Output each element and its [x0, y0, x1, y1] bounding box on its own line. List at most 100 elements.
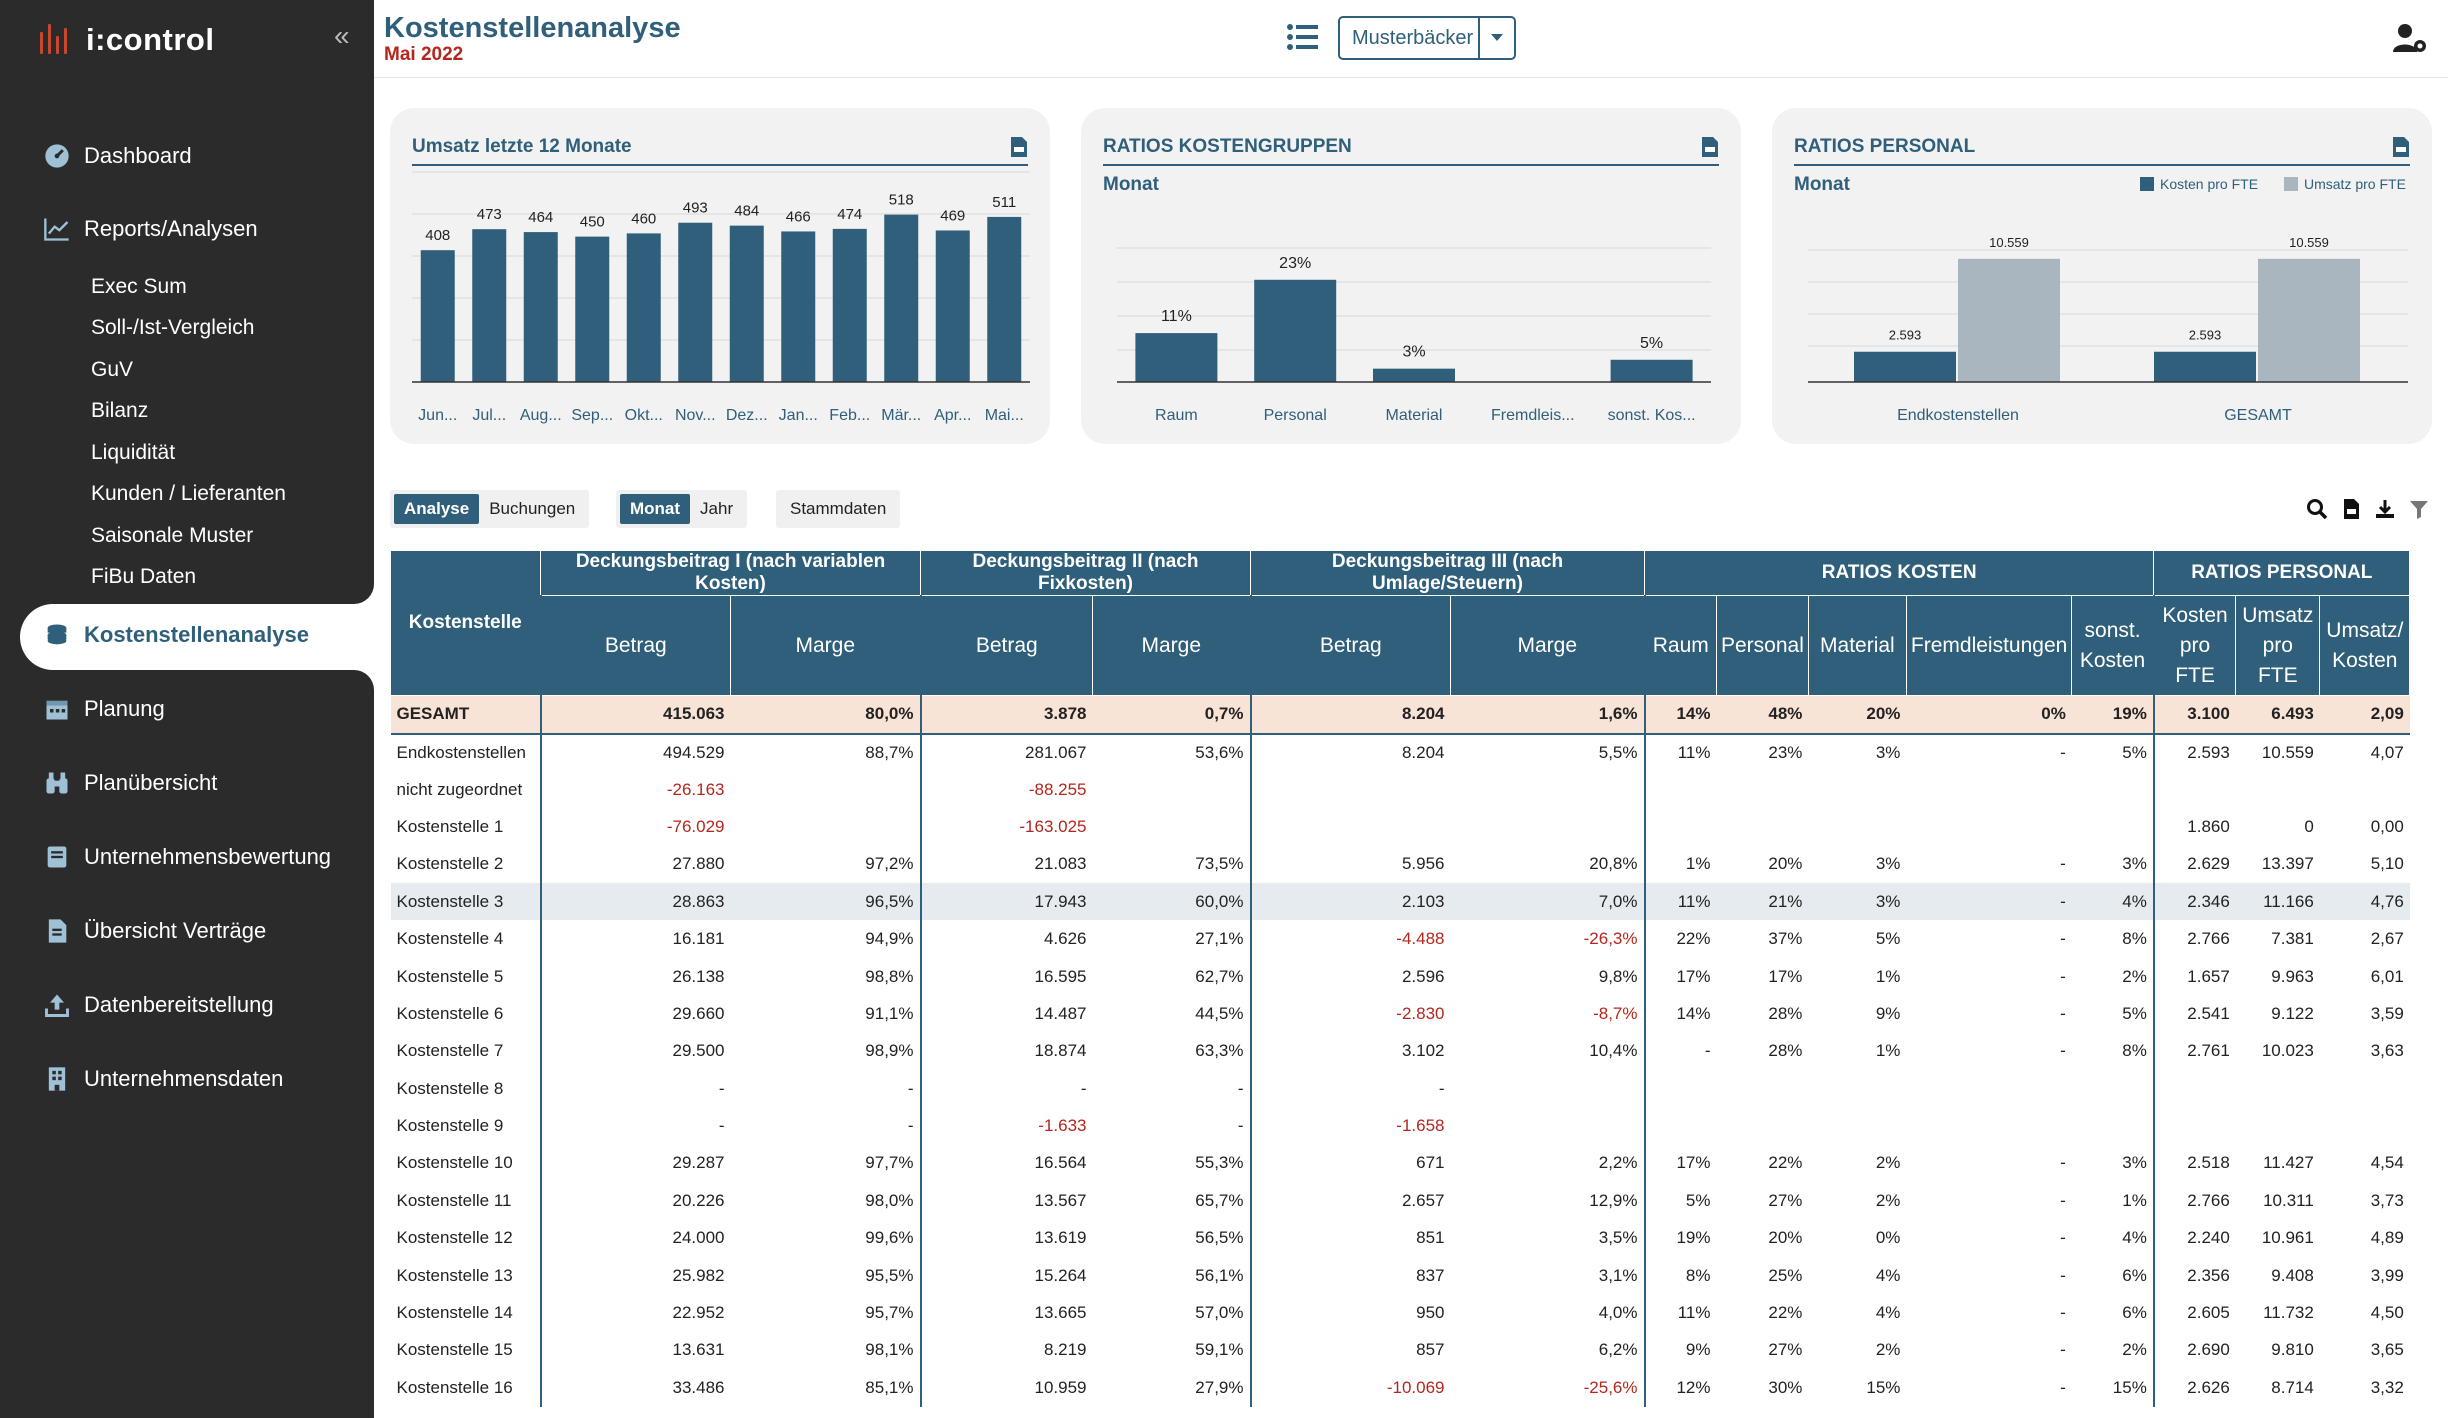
col-header[interactable]: Raum	[1643, 595, 1717, 696]
table-cell: 95,5%	[865, 1265, 914, 1285]
pdf-export-icon[interactable]	[2340, 498, 2362, 520]
nav-datenbereitstellung[interactable]: Datenbereitstellung	[0, 977, 374, 1033]
table-row[interactable]: Kostenstelle 2 27.880 97,2% 21.083 73,5% 5.95…	[391, 845, 2410, 884]
nav-sub-kunden[interactable]: Kunden / Lieferanten	[91, 482, 286, 505]
nav-sub-soll-ist[interactable]: Soll-/Ist-Vergleich	[91, 316, 255, 339]
table-row[interactable]: Kostenstelle 6 29.660 91,1% 14.487 44,5% -2.8…	[391, 995, 2410, 1033]
nav-planuebersicht[interactable]: Planübersicht	[0, 755, 374, 811]
table-cell: 8.219	[919, 1331, 1093, 1370]
table-row[interactable]: Kostenstelle 14 22.952 95,7% 13.665 57,0% 950…	[391, 1294, 2410, 1332]
table-row[interactable]: Kostenstelle 5 26.138 98,8% 16.595 62,7% 2.59…	[391, 957, 2410, 996]
col-header[interactable]: Fremdleistungen	[1905, 595, 2073, 696]
nav-sub-liquiditaet[interactable]: Liquidität	[91, 441, 176, 464]
col-header[interactable]: Betrag	[1249, 595, 1451, 696]
table-cell: 63,3%	[1195, 1041, 1244, 1061]
table-row[interactable]: Kostenstelle 1 -76.029 -163.025 1.860 0 0,00	[391, 808, 2410, 846]
col-header[interactable]: Marge	[1092, 595, 1251, 696]
table-row[interactable]: Kostenstelle 8-----	[391, 1070, 2410, 1108]
row-label: Kostenstelle 16	[396, 1377, 513, 1397]
table-cell	[1717, 1107, 1809, 1144]
tab-jahr[interactable]: Jahr	[700, 499, 734, 518]
nav-vertraege[interactable]: Übersicht Verträge	[0, 903, 374, 959]
table-cell: 28.863	[539, 883, 731, 921]
table-row[interactable]: nicht zugeordnet -26.163 -88.255	[391, 770, 2410, 809]
download-icon[interactable]	[2374, 498, 2396, 520]
table-cell: 2.356	[2152, 1256, 2236, 1295]
company-select-value: Musterbäcker	[1352, 26, 1474, 49]
table-row[interactable]: Kostenstelle 11 20.226 98,0% 13.567 65,7% 2.6…	[391, 1182, 2410, 1220]
tab-buchungen[interactable]: Buchungen	[489, 499, 576, 518]
table-cell: 11%	[1643, 883, 1717, 921]
bar	[781, 231, 816, 382]
pdf-export-icon[interactable]	[1010, 136, 1028, 158]
chevron-down-icon[interactable]	[1478, 18, 1514, 58]
active-decoration	[354, 560, 374, 604]
nav-sub-guv[interactable]: GuV	[91, 358, 134, 381]
table-cell: 27%	[1768, 1340, 1803, 1360]
collapse-sidebar-icon[interactable]: «	[334, 20, 350, 51]
nav-planung[interactable]: Planung	[0, 681, 374, 737]
tick-label: sonst. Kos...	[1608, 407, 1696, 424]
company-select[interactable]: Musterbäcker	[1338, 16, 1516, 60]
data-label: 469	[940, 207, 965, 224]
pdf-export-icon[interactable]	[1701, 136, 1719, 158]
group-db1: Deckungsbeitrag I (nach variablen Kosten…	[540, 550, 921, 596]
table-row[interactable]: Kostenstelle 3 28.863 96,5% 17.943 60,0% 2.10…	[390, 883, 2410, 921]
tick-label: Jan...	[779, 407, 818, 424]
nav-kostenstellenanalyse[interactable]: Kostenstellenanalyse	[0, 607, 374, 663]
table-cell	[1451, 1070, 1645, 1107]
col-header[interactable]: Betrag	[919, 595, 1093, 696]
nav-sub-bilanz[interactable]: Bilanz	[91, 399, 149, 422]
nav-sub-saisonale[interactable]: Saisonale Muster	[91, 524, 254, 547]
pdf-export-icon[interactable]	[2392, 136, 2410, 158]
nav-unternehmensbewertung[interactable]: Unternehmensbewertung	[0, 829, 374, 885]
col-header[interactable]: sonst. Kosten	[2071, 595, 2155, 696]
col-header[interactable]: Marge	[1450, 595, 1645, 696]
card-subtitle: Monat	[1103, 174, 1159, 195]
col-header[interactable]: Marge	[730, 595, 921, 696]
stammdaten-button[interactable]: Stammdaten	[790, 499, 887, 518]
user-settings-icon[interactable]	[2392, 22, 2428, 54]
table-row[interactable]: Endkostenstellen 494.529 88,7% 281.067 53,6%…	[391, 733, 2410, 771]
data-label: 2.593	[1889, 328, 1922, 343]
table-cell: 95,7%	[865, 1303, 914, 1323]
nav-label: Unternehmensdaten	[84, 1066, 284, 1091]
table-cell: 98,8%	[865, 966, 914, 986]
table-row[interactable]: Kostenstelle 10 29.287 97,7% 16.564 55,3% 671…	[391, 1144, 2410, 1183]
col-kostenstelle[interactable]: Kostenstelle	[390, 550, 541, 696]
col-header[interactable]: Personal	[1716, 595, 1809, 696]
nav-label: Kostenstellenanalyse	[84, 622, 309, 647]
filter-icon[interactable]	[2408, 498, 2430, 520]
legend-swatch	[2140, 177, 2154, 191]
tab-analyse[interactable]: Analyse	[394, 494, 480, 524]
tab-monat[interactable]: Monat	[620, 494, 691, 524]
table-row[interactable]: Kostenstelle 15 13.631 98,1% 8.219 59,1% 857 6…	[391, 1331, 2410, 1370]
bar	[884, 214, 919, 382]
table-row[interactable]: Kostenstelle 13 25.982 95,5% 15.264 56,1% 837…	[391, 1256, 2410, 1295]
col-header[interactable]: Material	[1807, 595, 1907, 696]
col-header[interactable]: Betrag	[539, 595, 731, 696]
table-cell: 27,9%	[1195, 1377, 1244, 1397]
col-header[interactable]: Umsatz pro FTE	[2235, 595, 2321, 696]
table-cell: 2.657	[1249, 1182, 1451, 1220]
nav-unternehmensdaten[interactable]: Unternehmensdaten	[0, 1051, 374, 1107]
col-header[interactable]: Kosten pro FTE	[2152, 595, 2237, 696]
table-row[interactable]: Kostenstelle 4 16.181 94,9% 4.626 27,1% -4.48…	[391, 920, 2410, 958]
list-icon[interactable]	[1286, 22, 1320, 52]
table-row[interactable]: Kostenstelle 12 24.000 99,6% 13.619 56,5% 851…	[391, 1219, 2410, 1257]
nav-sub-fibu[interactable]: FiBu Daten	[91, 565, 197, 588]
search-icon[interactable]	[2306, 498, 2328, 520]
table-row[interactable]: Kostenstelle 16 33.486 85,1% 10.959 27,9% -10…	[391, 1369, 2410, 1407]
row-label: GESAMT	[390, 695, 541, 735]
nav-reports[interactable]: Reports/Analysen	[0, 201, 374, 257]
table-row[interactable]: Kostenstelle 9- - -1.633- -1.658	[391, 1107, 2410, 1145]
table-cell: 97,7%	[865, 1153, 914, 1173]
app-logo[interactable]: i:control	[38, 20, 215, 60]
total-row[interactable]: GESAMT 415.063 80,0% 3.878 0,7% 8.204 1,6% 14% 4…	[390, 695, 2410, 735]
col-header[interactable]: Umsatz/ Kosten	[2319, 595, 2411, 696]
nav-dashboard[interactable]: Dashboard	[0, 128, 374, 184]
table-cell: -	[2060, 1190, 2066, 1210]
view-tab-group: Analyse Buchungen	[390, 490, 590, 528]
table-row[interactable]: Kostenstelle 7 29.500 98,9% 18.874 63,3% 3.10…	[391, 1032, 2410, 1071]
nav-sub-exec-sum[interactable]: Exec Sum	[91, 275, 187, 298]
